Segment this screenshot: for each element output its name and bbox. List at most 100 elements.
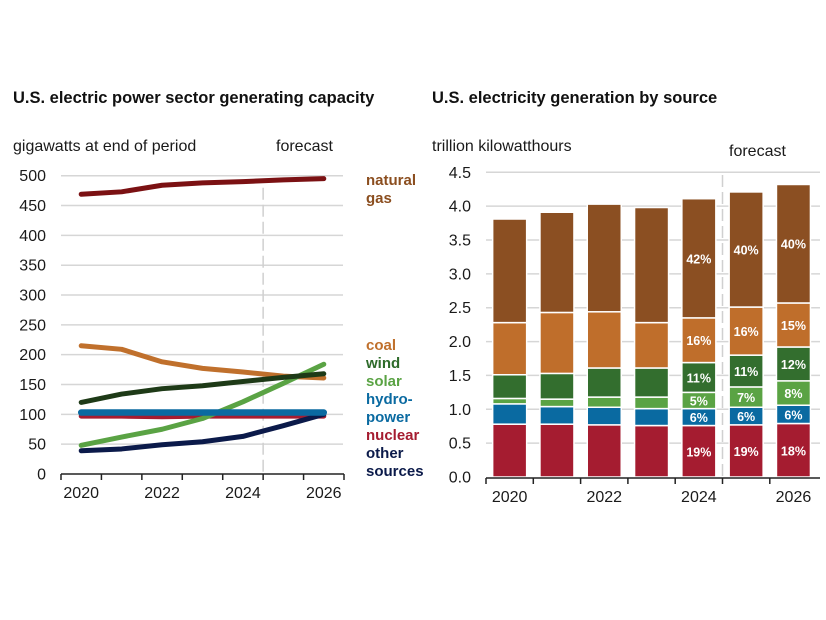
y-tick-label: 150 — [19, 377, 46, 394]
legend-label-line: sources — [366, 463, 424, 480]
legend-label-wind: wind — [366, 355, 400, 373]
y-tick-label: 4.5 — [449, 165, 471, 182]
x-tick-label: 2020 — [63, 485, 99, 502]
y-tick-label: 3.5 — [449, 233, 471, 250]
y-tick-label: 350 — [19, 258, 46, 275]
bar-segment-natural-gas — [586, 203, 622, 313]
data-label: 42% — [686, 252, 711, 266]
bar-segment-natural-gas — [728, 191, 764, 308]
y-tick-label: 450 — [19, 198, 46, 215]
bar-segment-natural-gas — [681, 197, 717, 319]
bar-segment-coal — [633, 321, 670, 369]
data-label: 11% — [687, 371, 711, 385]
bar-segment-coal — [586, 311, 622, 369]
data-label: 8% — [784, 387, 802, 401]
y-tick-label: 0 — [37, 467, 46, 484]
bar-segment-wind — [728, 354, 764, 388]
legend-label-line: other — [366, 445, 404, 462]
bar-segment-hydropower — [491, 403, 528, 425]
data-label: 7% — [737, 391, 755, 405]
bar-segment-nuclear — [633, 424, 670, 478]
bar-segment-nuclear — [539, 423, 575, 478]
data-label: 11% — [734, 365, 758, 379]
bar-segment-nuclear — [681, 424, 717, 478]
y-tick-label: 4.0 — [449, 199, 471, 216]
bar-segment-solar — [633, 396, 670, 410]
data-label: 16% — [686, 334, 711, 348]
bar-segment-coal — [491, 321, 528, 376]
bar-segment-hydropower — [586, 406, 622, 426]
left-line-chart: 0 50 100 150 200 250 300 350 400 450 500 2020 2022 20… — [19, 168, 345, 502]
bar-segment-natural-gas — [775, 183, 812, 304]
y-tick-label: 0.0 — [449, 470, 471, 487]
bar-segment-hydropower — [633, 407, 670, 427]
left-y-axis-label: gigawatts at end of period — [13, 138, 197, 155]
left-chart-title: U.S. electric power sector generating ca… — [13, 89, 375, 107]
legend-label-natural-gas: natural gas — [366, 172, 416, 208]
data-label: 19% — [686, 445, 711, 459]
series-line-natural-gas — [78, 176, 327, 197]
data-label: 40% — [781, 238, 806, 252]
y-tick-label: 0.5 — [449, 436, 471, 453]
x-tick-label: 2026 — [306, 485, 342, 502]
bar-segment-nuclear — [491, 423, 528, 478]
legend-label-line: wind — [366, 355, 401, 372]
bar-segment-solar — [586, 396, 622, 409]
series-line-solar — [78, 361, 327, 448]
series-line-wind — [78, 371, 327, 405]
y-tick-label: 1.5 — [449, 368, 471, 385]
bar-segment-coal — [539, 311, 575, 375]
data-label: 19% — [734, 445, 759, 459]
y-tick-label: 100 — [19, 407, 46, 424]
bar-segment-nuclear — [775, 422, 812, 478]
x-tick-label: 2024 — [225, 485, 261, 502]
bar-segment-wind — [633, 367, 670, 398]
legend-label-line: power — [366, 409, 411, 426]
bar-segment-wind — [491, 374, 528, 400]
data-label: 40% — [734, 243, 759, 257]
bar-segment-coal — [775, 302, 812, 348]
y-tick-label: 2.5 — [449, 300, 471, 317]
data-label: 6% — [690, 411, 708, 425]
y-tick-label: 250 — [19, 317, 46, 334]
data-label: 6% — [737, 410, 755, 424]
legend-label-line: nuclear — [366, 427, 420, 444]
y-tick-label: 400 — [19, 228, 46, 245]
legend-label-line: gas — [366, 190, 392, 207]
bar-segment-solar — [491, 397, 528, 405]
y-tick-label: 500 — [19, 168, 46, 185]
x-tick-label: 2020 — [492, 489, 528, 506]
legend-label-line: coal — [366, 337, 397, 354]
bar-segment-hydropower — [539, 405, 575, 425]
right-forecast-label: forecast — [729, 143, 786, 160]
bar-segment-wind — [539, 372, 575, 400]
data-label: 15% — [781, 319, 806, 333]
series-line-coal — [78, 343, 327, 381]
bar-segment-nuclear — [586, 424, 622, 478]
data-label: 16% — [734, 325, 759, 339]
legend-label-line: solar — [366, 373, 402, 390]
x-tick-label: 2024 — [681, 489, 717, 506]
bar-segment-natural-gas — [633, 206, 670, 324]
bar-segment-nuclear — [728, 424, 764, 478]
data-label: 5% — [690, 394, 708, 408]
x-tick-label: 2022 — [586, 489, 622, 506]
bar-segment-coal — [728, 306, 764, 356]
bar-segment-wind — [586, 367, 622, 398]
legend-label-coal: coal — [366, 337, 396, 355]
right-chart-title: U.S. electricity generation by source — [432, 89, 718, 107]
data-label: 6% — [784, 408, 802, 422]
right-stacked-bar-chart: 0.0 0.5 1.0 1.5 2.0 2.5 3.0 3.5 4.0 4.5 19% 6% 5% 11%… — [449, 165, 820, 506]
right-y-axis-label: trillion kilowatthours — [432, 138, 572, 155]
y-tick-label: 50 — [28, 437, 46, 454]
legend-label-hydropower: hydro-power — [366, 391, 413, 427]
bar-segment-solar — [539, 398, 575, 408]
legend-label-solar: solar — [366, 373, 402, 391]
bar-segment-wind — [775, 346, 812, 382]
data-label: 12% — [781, 358, 806, 372]
y-tick-label: 200 — [19, 347, 46, 364]
y-tick-label: 300 — [19, 288, 46, 305]
left-forecast-label: forecast — [276, 138, 333, 155]
legend-label-line: hydro- — [366, 391, 413, 408]
